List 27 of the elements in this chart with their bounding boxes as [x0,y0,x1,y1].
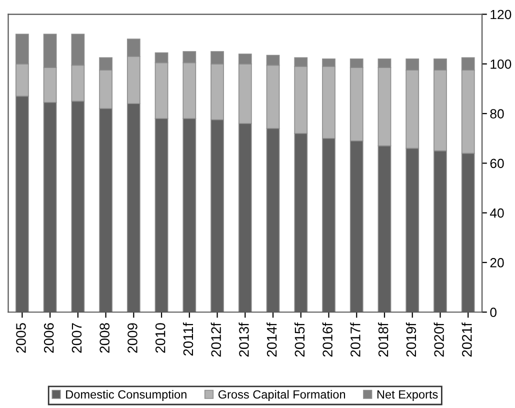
x-tick-label: 2021f [462,322,472,357]
y-tick-label: 0 [490,308,496,318]
x-tick-label: 2006 [44,323,54,353]
x-tick-label: 2015f [294,322,305,357]
y-tick-label: 80 [490,109,504,118]
x-tick-label: 2017f [350,322,360,357]
legend-label: Net Exports [377,390,438,401]
x-tick-label: 2016f [322,322,332,357]
legend-label: Domestic Consumption [66,390,186,401]
x-tick-label: 2019f [406,322,416,357]
y-tick-label: 100 [490,59,512,69]
y-tick-label: 40 [490,208,504,218]
x-tick-label: 2005 [16,323,26,353]
x-tick-label: 2018f [378,322,388,357]
x-tick-label: 2009 [128,323,138,353]
y-tick-label: 20 [490,258,504,268]
x-tick-label: 2011f [182,322,194,356]
x-tick-label: 2020f [434,322,444,357]
x-tick-label: 2013f [238,322,249,357]
x-tick-label: 2007 [72,323,82,353]
x-tick-label: 2012f [210,322,221,357]
x-tick-label: 2008 [100,323,110,353]
legend-label: Gross Capital Formation [218,390,346,401]
x-tick-label: 2010 [155,323,166,353]
x-tick-label: 2014f [266,322,277,357]
y-tick-label: 120 [490,10,512,20]
y-tick-label: 60 [490,158,504,168]
